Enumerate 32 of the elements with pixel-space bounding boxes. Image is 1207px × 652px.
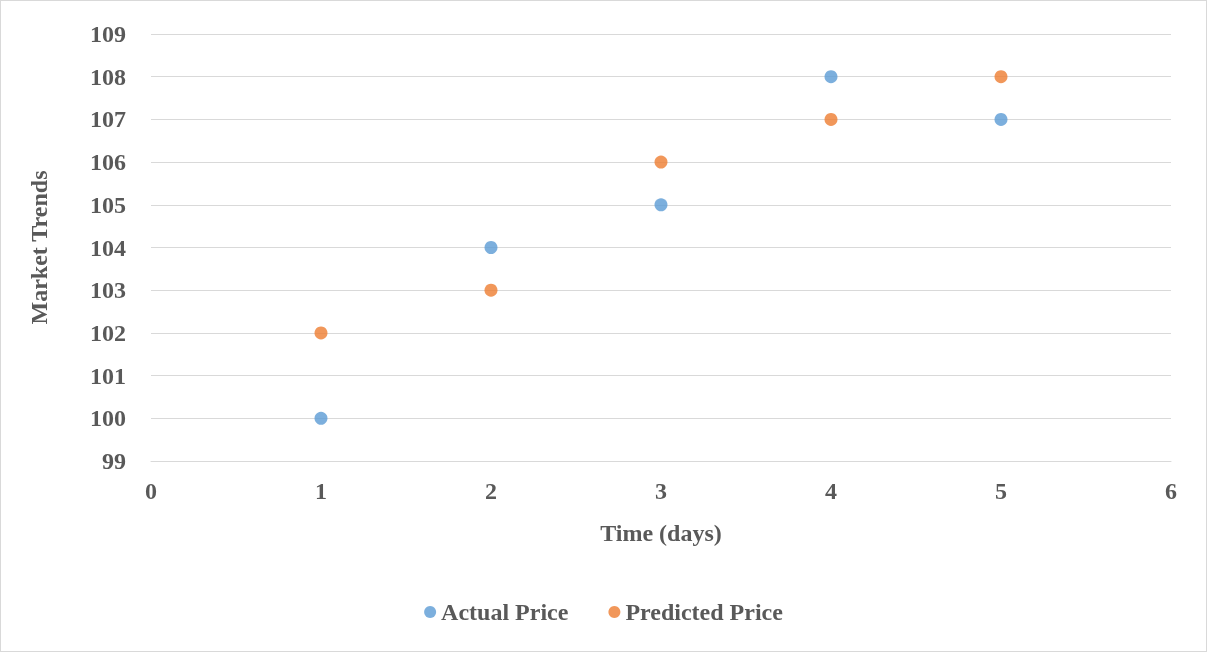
point bbox=[484, 283, 498, 297]
point bbox=[824, 112, 838, 126]
point bbox=[994, 112, 1008, 126]
x-tick-label: 6 bbox=[1165, 478, 1177, 504]
y-tick-label: 107 bbox=[90, 106, 126, 133]
y-tick-label: 101 bbox=[90, 362, 126, 389]
x-tick-label: 3 bbox=[655, 478, 667, 504]
y-tick-label: 106 bbox=[90, 149, 126, 176]
y-tick-label: 105 bbox=[90, 191, 126, 218]
y-tick-label: 104 bbox=[90, 234, 126, 261]
legend-label: Predicted Price bbox=[625, 599, 784, 625]
point bbox=[824, 70, 838, 84]
y-axis-title: Market Trends bbox=[26, 170, 52, 325]
legend-label: Actual Price bbox=[441, 599, 569, 625]
x-tick-label: 1 bbox=[315, 478, 327, 504]
x-tick-label: 0 bbox=[145, 478, 157, 504]
y-tick-label: 100 bbox=[90, 405, 126, 432]
point bbox=[314, 326, 328, 340]
point bbox=[314, 411, 328, 425]
y-tick-label: 103 bbox=[90, 277, 126, 304]
point bbox=[484, 241, 498, 254]
x-tick-label: 4 bbox=[825, 478, 837, 504]
x-tick-label: 2 bbox=[485, 478, 497, 504]
y-tick-label: 99 bbox=[102, 448, 126, 474]
x-axis-title: Time (days) bbox=[600, 520, 722, 546]
y-tick-label: 109 bbox=[90, 21, 126, 47]
x-tick-label: 5 bbox=[995, 478, 1007, 504]
y-tick-label: 102 bbox=[90, 319, 126, 346]
point bbox=[654, 155, 668, 169]
y-tick-label: 108 bbox=[90, 63, 126, 90]
point bbox=[994, 70, 1008, 84]
point bbox=[654, 198, 668, 212]
